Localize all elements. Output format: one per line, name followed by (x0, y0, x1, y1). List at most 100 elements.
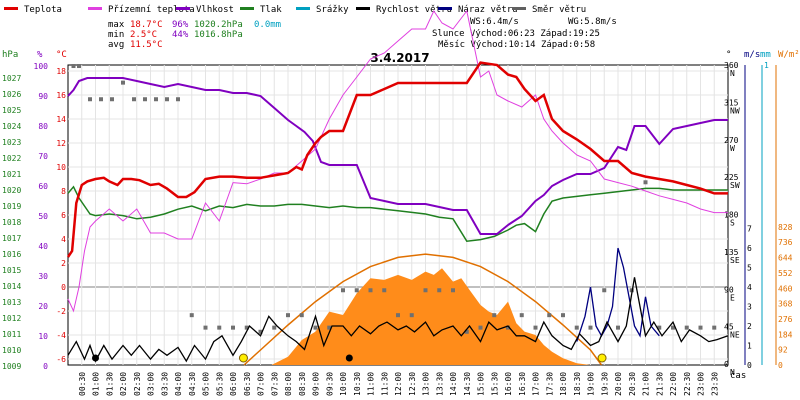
tick-hpa: 1011 (2, 330, 21, 339)
tick-time: 14:30 (463, 372, 472, 396)
wind-direction-point (327, 325, 332, 330)
legend-label: Teplota (24, 5, 62, 15)
tick-c: 6 (61, 211, 66, 220)
tick-pct: 90 (38, 92, 48, 101)
axis-title-c: °C (56, 50, 67, 60)
temperature-line (66, 61, 728, 258)
legend-swatch (4, 7, 18, 10)
wind-direction-point (272, 325, 277, 330)
wind-direction-point (71, 64, 76, 69)
wind-direction-point (684, 325, 689, 330)
tick-time: 06:00 (229, 372, 238, 396)
tick-hpa: 1020 (2, 186, 21, 195)
legend-swatch (176, 7, 190, 10)
tick-deg: 90 (724, 285, 734, 294)
legend-label: Směr větru (532, 5, 586, 15)
tick-wm2: 184 (778, 330, 793, 339)
legend-swatch (296, 7, 310, 10)
tick-time: 05:30 (215, 372, 224, 396)
tick-time: 11:00 (367, 372, 376, 396)
tick-dir: SW (730, 181, 740, 190)
plot-area (66, 9, 729, 366)
tick-time: 12:00 (394, 372, 403, 396)
tick-time: 01:30 (105, 372, 114, 396)
tick-time: 17:00 (532, 372, 541, 396)
legend-label: Rychlost větru (376, 5, 452, 15)
tick-hpa: 1019 (2, 202, 21, 211)
stat-max-hum: 96% (172, 20, 189, 30)
tick-wm2: 644 (778, 254, 793, 263)
tick-ms: 2 (747, 322, 752, 331)
tick-c: 18 (56, 67, 66, 76)
tick-dir: N (730, 69, 735, 78)
wind-direction-point (176, 97, 180, 102)
tick-time: 06:30 (243, 372, 252, 396)
legend: Teplota Přízemní teplota Vlhkost Tlak Srážky… (4, 5, 586, 15)
wind-direction-point (217, 325, 222, 330)
tick-time: 23:30 (710, 372, 719, 396)
tick-time: 03:00 (147, 372, 156, 396)
wind-direction-point (616, 325, 620, 330)
tick-time: 15:30 (490, 372, 499, 396)
tick-hpa: 1017 (2, 234, 21, 243)
wind-direction-point (519, 313, 524, 318)
stat-min-press: 1016.8hPa (194, 30, 243, 40)
stat-ws: WS:6.4m/s (470, 17, 519, 27)
wind-direction-point (154, 97, 158, 102)
wind-direction-point (231, 325, 235, 330)
tick-time: 20:30 (628, 372, 637, 396)
solar-radiation-area (271, 268, 591, 365)
axis-title-mm: mm (760, 50, 771, 60)
tick-time: 04:30 (188, 372, 197, 396)
tick-wm2: 736 (778, 238, 793, 247)
legend-label: Vlhkost (196, 5, 234, 15)
tick-c: -4 (56, 331, 66, 340)
tick-time: 10:30 (353, 372, 362, 396)
tick-pct: 70 (38, 152, 48, 161)
tick-dir: NE (730, 331, 740, 340)
tick-dir: W (730, 144, 735, 153)
wind-direction-point (533, 325, 538, 330)
stats-panel: max 18.7°C 96% 1020.2hPa 0.0mm min 2.5°C… (108, 17, 617, 50)
tick-pct: 10 (38, 332, 48, 341)
wind-direction-point (77, 64, 81, 69)
axis-title-ms: m/s (744, 50, 760, 60)
wind-direction-point (437, 288, 442, 293)
tick-time: 04:00 (174, 372, 183, 396)
tick-time: 10:00 (339, 372, 348, 396)
tick-time: 05:00 (202, 372, 211, 396)
wind-direction-point (368, 288, 373, 293)
humidity-line (67, 77, 728, 235)
wind-direction-point (396, 313, 400, 318)
wind-direction-point (99, 97, 103, 102)
stat-min-hum: 44% (172, 30, 189, 40)
tick-hpa: 1009 (2, 362, 21, 371)
tick-hpa: 1022 (2, 154, 21, 163)
tick-wm2: 92 (778, 346, 788, 355)
tick-time: 18:30 (573, 372, 582, 396)
wind-direction-point (451, 288, 455, 293)
ground-temperature-line (67, 9, 728, 313)
legend-swatch (240, 7, 254, 10)
tick-hpa: 1012 (2, 314, 21, 323)
tick-dir: N (730, 368, 735, 377)
tick-deg: 0 (724, 360, 729, 369)
tick-c: 16 (56, 91, 66, 100)
wind-direction-point (244, 325, 249, 330)
tick-time: 00:30 (78, 372, 87, 396)
tick-c: 8 (61, 187, 66, 196)
tick-c: 2 (61, 259, 66, 268)
wind-direction-point (671, 325, 675, 330)
wind-direction-point (561, 313, 565, 318)
tick-dir: E (730, 293, 735, 302)
tick-wm2: 368 (778, 300, 793, 309)
axis-title-pct: % (37, 50, 43, 60)
stat-max-temp: 18.7°C (130, 20, 163, 30)
tick-time: 17:30 (545, 372, 554, 396)
tick-ms: 3 (747, 303, 752, 312)
tick-pct: 100 (34, 62, 49, 71)
wind-direction-point (286, 313, 290, 318)
tick-time: 11:30 (380, 372, 389, 396)
axis-title-hpa: hPa (2, 50, 18, 60)
tick-time: 13:30 (435, 372, 444, 396)
